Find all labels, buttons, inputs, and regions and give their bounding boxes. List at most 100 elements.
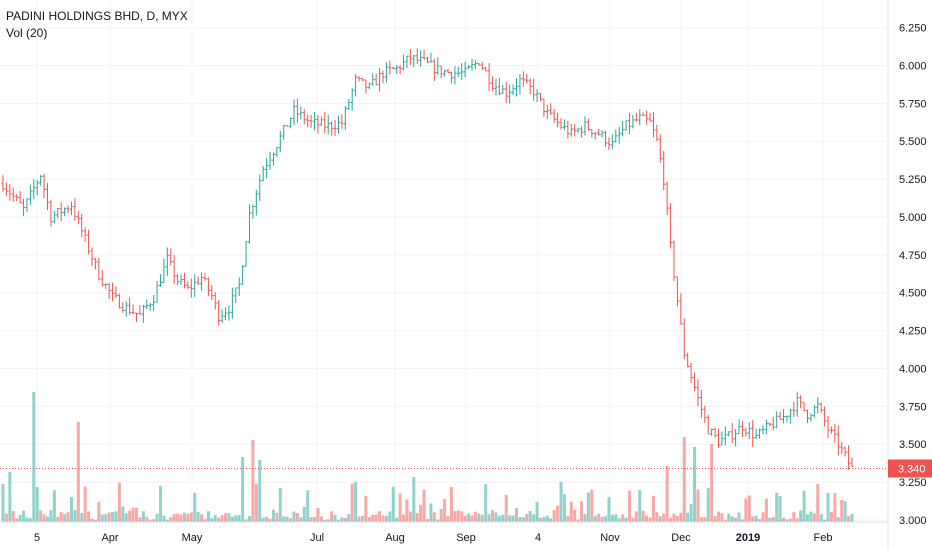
time-tick-label: Jul xyxy=(310,532,324,544)
ohlc-bar xyxy=(104,283,108,289)
ohlc-bar xyxy=(504,82,508,104)
volume-bar xyxy=(230,516,234,522)
ohlc-bar xyxy=(182,272,186,289)
ohlc-bar xyxy=(4,182,8,196)
ohlc-bar xyxy=(265,157,269,179)
ohlc-bar xyxy=(141,304,145,323)
volume-bar xyxy=(8,472,12,522)
ohlc-bar xyxy=(415,48,419,65)
ohlc-bar xyxy=(217,300,221,326)
volume-bar xyxy=(111,511,115,522)
volume-bar xyxy=(87,511,91,522)
ohlc-bar xyxy=(374,73,378,86)
ohlc-bar xyxy=(559,118,563,130)
ohlc-bar xyxy=(292,99,296,126)
volume-bar xyxy=(422,489,426,522)
volume-bar xyxy=(206,511,210,522)
volume-bar xyxy=(83,486,87,522)
ohlc-bar xyxy=(823,406,827,427)
ohlc-bar xyxy=(313,111,317,131)
price-tick-label: 4.000 xyxy=(899,363,927,375)
ohlc-bar xyxy=(679,293,683,325)
volume-bar xyxy=(819,514,823,522)
ohlc-bar xyxy=(723,426,727,446)
volume-bar xyxy=(669,517,673,522)
volume-bar xyxy=(227,513,231,522)
ohlc-bar xyxy=(788,408,792,424)
ohlc-bar xyxy=(552,108,556,123)
ohlc-bar xyxy=(775,411,779,429)
ohlc-bar xyxy=(614,129,618,143)
volume-bar xyxy=(333,514,337,522)
ohlc-bar xyxy=(66,205,70,214)
ohlc-bar xyxy=(456,66,460,77)
volume-bar xyxy=(583,514,587,522)
volume-bar xyxy=(641,510,645,522)
ohlc-bar xyxy=(412,54,416,68)
ohlc-bar xyxy=(528,77,532,95)
volume-bar xyxy=(850,514,854,522)
volume-bar xyxy=(439,509,443,522)
volume-bar xyxy=(35,487,39,522)
ohlc-bar xyxy=(176,274,180,286)
volume-bar xyxy=(480,514,484,522)
volume-bar xyxy=(501,514,505,522)
volume-bar xyxy=(135,507,139,522)
ohlc-bar xyxy=(295,98,299,123)
volume-bar xyxy=(265,516,269,522)
volume-bar xyxy=(634,511,638,522)
ohlc-bar xyxy=(206,277,210,297)
volume-bar xyxy=(138,517,142,522)
volume-bar xyxy=(843,501,847,522)
volume-bar xyxy=(778,496,782,522)
ohlc-bar xyxy=(282,124,286,140)
ohlc-bar xyxy=(35,179,39,196)
volume-bar xyxy=(675,515,679,522)
ohlc-bar xyxy=(73,198,77,221)
volume-bar xyxy=(59,512,63,522)
volume-bar xyxy=(545,515,549,522)
volume-bar xyxy=(217,517,221,522)
volume-bar xyxy=(28,518,32,522)
volume-bar xyxy=(710,444,714,522)
volume-bar xyxy=(730,516,734,522)
ohlc-bar xyxy=(107,283,111,299)
ohlc-bar xyxy=(46,182,50,211)
volume-bar xyxy=(121,506,125,522)
ohlc-bar xyxy=(737,419,741,435)
ohlc-bar xyxy=(638,108,642,126)
ohlc-bar xyxy=(165,247,169,276)
ohlc-bar xyxy=(713,427,717,438)
time-tick-label: Apr xyxy=(101,532,118,544)
ohlc-bar xyxy=(850,457,854,467)
ohlc-bar xyxy=(258,174,262,201)
ohlc-bar xyxy=(682,318,686,360)
volume-bar xyxy=(771,516,775,522)
ohlc-bar xyxy=(696,379,700,407)
ohlc-bar xyxy=(604,130,608,147)
volume-bar xyxy=(384,515,388,522)
ohlc-bar xyxy=(689,362,693,384)
volume-bar xyxy=(826,492,830,522)
volume-bar xyxy=(617,518,621,522)
volume-bar xyxy=(371,514,375,522)
volume-bar xyxy=(610,514,614,522)
volume-bar xyxy=(52,490,56,522)
volume-bar xyxy=(73,510,77,522)
ohlc-bar xyxy=(63,207,67,217)
ohlc-bar xyxy=(600,130,604,138)
volume-indicator-label[interactable]: Vol (20) xyxy=(6,26,48,40)
volume-bar xyxy=(552,510,556,522)
volume-bar xyxy=(686,512,690,522)
volume-bar xyxy=(473,511,477,522)
volume-bar xyxy=(590,489,594,522)
ohlc-bar xyxy=(669,202,673,249)
ohlc-bar xyxy=(617,127,621,144)
ohlc-bar xyxy=(549,103,553,115)
volume-bar xyxy=(699,517,703,522)
volume-bar xyxy=(258,460,262,522)
volume-bar xyxy=(494,512,498,522)
volume-bar xyxy=(696,489,700,522)
chart-title[interactable]: PADINI HOLDINGS BHD, D, MYX xyxy=(6,9,188,23)
volume-bar xyxy=(847,515,851,522)
